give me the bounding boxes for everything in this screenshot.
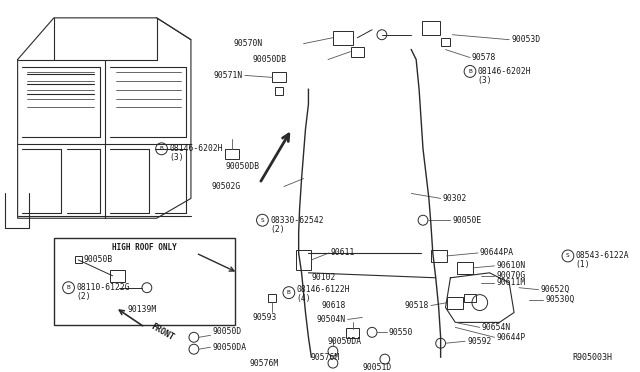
- Bar: [447, 296, 463, 308]
- Bar: [54, 238, 235, 326]
- Text: 90644P: 90644P: [497, 333, 525, 342]
- Text: 90576M: 90576M: [250, 359, 279, 368]
- Text: 90051D: 90051D: [362, 363, 392, 372]
- Text: 90611: 90611: [331, 248, 355, 257]
- Text: 08330-62542: 08330-62542: [270, 216, 324, 225]
- Text: 90576M: 90576M: [310, 353, 340, 362]
- Text: 90654N: 90654N: [482, 323, 511, 332]
- Text: FRONT: FRONT: [149, 322, 175, 343]
- Text: B: B: [160, 146, 163, 151]
- Text: 90050DA: 90050DA: [212, 343, 246, 352]
- Text: 90571N: 90571N: [214, 71, 243, 80]
- Text: 90050E: 90050E: [452, 216, 482, 225]
- Text: 90053D: 90053D: [511, 35, 540, 44]
- Bar: [75, 256, 82, 263]
- Text: B: B: [287, 290, 291, 295]
- Text: B: B: [67, 285, 70, 290]
- Text: 90070G: 90070G: [497, 271, 525, 280]
- Bar: [296, 250, 312, 270]
- Text: 90502G: 90502G: [212, 182, 241, 191]
- Text: 90518: 90518: [404, 301, 429, 310]
- Text: 90593: 90593: [252, 313, 276, 322]
- Text: (4): (4): [297, 294, 311, 303]
- Text: 08146-6122H: 08146-6122H: [297, 285, 350, 294]
- Text: 90578: 90578: [472, 53, 497, 62]
- Text: (2): (2): [270, 225, 285, 234]
- Text: 90102: 90102: [312, 273, 336, 282]
- Text: 90592: 90592: [467, 337, 492, 346]
- Text: 90652Q: 90652Q: [541, 285, 570, 294]
- Bar: [351, 46, 364, 57]
- Bar: [225, 149, 239, 159]
- Text: 90050DA: 90050DA: [328, 337, 362, 346]
- Text: 08146-6202H: 08146-6202H: [170, 144, 223, 153]
- Text: 08543-6122A: 08543-6122A: [576, 251, 629, 260]
- Text: (1): (1): [576, 260, 590, 269]
- Text: 90050DB: 90050DB: [225, 162, 259, 171]
- Text: 90050D: 90050D: [212, 327, 242, 336]
- Text: (3): (3): [478, 76, 492, 85]
- Text: 08146-6202H: 08146-6202H: [478, 67, 531, 76]
- Text: HIGH ROOF ONLY: HIGH ROOF ONLY: [112, 243, 177, 251]
- Text: 90530Q: 90530Q: [545, 295, 575, 304]
- Bar: [346, 328, 359, 338]
- Text: S: S: [566, 253, 570, 259]
- Bar: [268, 294, 276, 302]
- Text: 90139M: 90139M: [127, 305, 157, 314]
- Bar: [431, 250, 447, 262]
- Text: 90570N: 90570N: [233, 39, 262, 48]
- Text: 90644PA: 90644PA: [480, 248, 514, 257]
- Bar: [457, 262, 473, 274]
- Bar: [109, 270, 125, 282]
- Bar: [272, 73, 286, 82]
- Text: (3): (3): [170, 153, 184, 162]
- Bar: [440, 38, 451, 46]
- Text: 90050B: 90050B: [83, 256, 113, 264]
- Text: 90504N: 90504N: [316, 315, 346, 324]
- Text: (2): (2): [76, 292, 91, 301]
- Bar: [464, 294, 476, 302]
- Text: 90550: 90550: [388, 328, 413, 337]
- Text: S: S: [260, 218, 264, 223]
- Text: 08110-6122G: 08110-6122G: [76, 283, 130, 292]
- Text: 90611M: 90611M: [497, 278, 525, 287]
- Bar: [333, 31, 353, 45]
- Text: B: B: [468, 69, 472, 74]
- Bar: [275, 87, 283, 95]
- Text: R905003H: R905003H: [572, 353, 612, 362]
- Text: 90302: 90302: [443, 194, 467, 203]
- Bar: [422, 21, 440, 35]
- Text: 90618: 90618: [321, 301, 346, 310]
- Text: 90610N: 90610N: [497, 262, 525, 270]
- Text: 90050DB: 90050DB: [253, 55, 287, 64]
